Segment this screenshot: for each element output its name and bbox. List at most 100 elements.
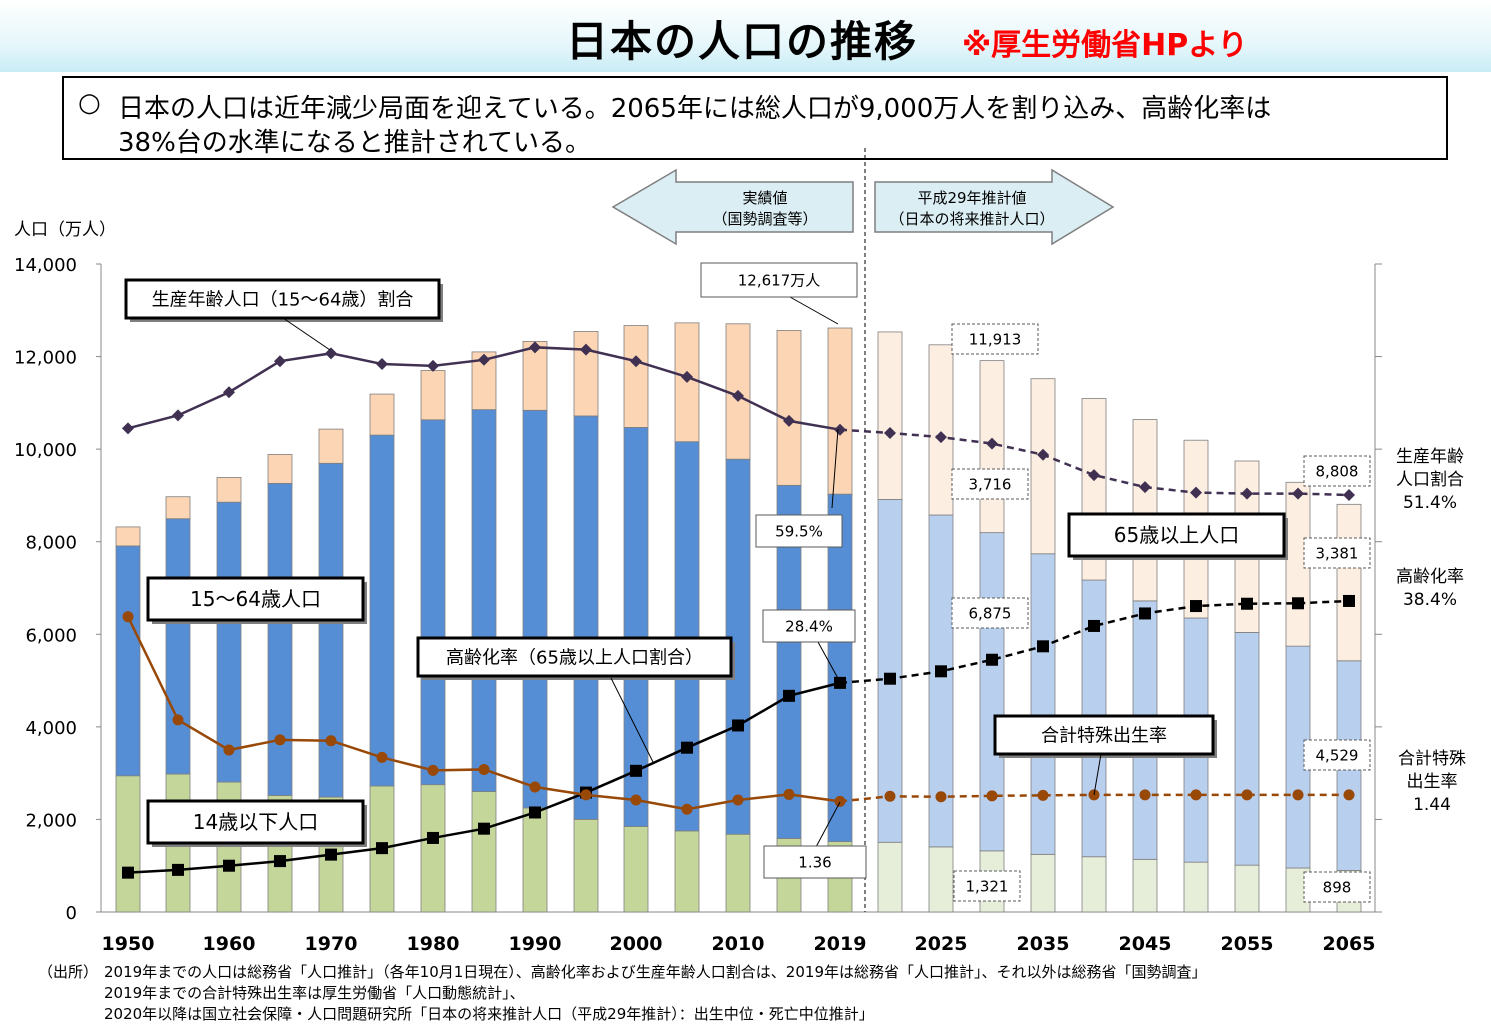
y-tick-label: 0: [66, 903, 77, 924]
callout-total-2030: 11,913: [969, 331, 1022, 349]
marker-working-ratio: [1139, 481, 1151, 494]
marker-aging-rate: [172, 863, 184, 876]
line-aging-rate-projected: [839, 599, 1350, 685]
marker-working-ratio: [376, 357, 388, 370]
label-aging-rate: 高齢化率（65歳以上人口割合）: [446, 647, 703, 668]
marker-aging-rate: [935, 665, 947, 678]
y-tick-label: 14,000: [14, 255, 77, 276]
callout-total-2065: 8,808: [1316, 463, 1359, 481]
summary-bullet: ○: [78, 88, 101, 118]
bar-segment-elderly: [267, 454, 293, 484]
population-chart: 0 2,000 4,000 6,000 8,000 10,000 12,000 14,000 人…: [14, 148, 1466, 955]
bar-segment-elderly: [216, 477, 242, 503]
bar-segment-children: [471, 791, 497, 913]
label-children-population-box: [146, 799, 365, 845]
bar-segment-elderly: [928, 344, 954, 516]
marker-fertility: [1343, 789, 1355, 801]
bar-segment-elderly: [115, 526, 141, 547]
bar-segment-children: [420, 784, 446, 913]
marker-working-ratio: [1241, 487, 1253, 500]
bar-segment-children: [674, 830, 700, 913]
marker-fertility: [478, 763, 490, 775]
line-working-ratio-projected: [839, 428, 1350, 497]
leader-line: [610, 677, 655, 765]
callout-total-2030-box: [951, 323, 1039, 355]
marker-aging-rate: [1037, 640, 1049, 653]
bar-segment-children: [928, 846, 954, 913]
label-working-population-box: [146, 576, 365, 622]
marker-working-ratio: [1292, 487, 1304, 500]
bar-segment-working: [115, 545, 141, 777]
footnote: （出所） 2019年までの人口は総務省「人口推計」（各年10月1日現在）、高齢化率…: [38, 962, 1207, 1025]
title-band: [0, 0, 1491, 72]
right-label-fertility: 出生率: [1407, 772, 1458, 792]
bar-segment-elderly: [165, 496, 191, 520]
x-tick-label: 1950: [102, 933, 155, 955]
right-label-working-ratio: 51.4%: [1403, 493, 1457, 513]
bar-segment-children: [725, 833, 751, 913]
x-tick-label: 1960: [203, 933, 256, 955]
marker-fertility: [783, 788, 795, 800]
marker-fertility: [580, 789, 592, 801]
marker-fertility: [172, 714, 184, 726]
bar-segment-children: [877, 841, 903, 913]
marker-fertility: [681, 803, 693, 815]
marker-working-ratio: [529, 341, 541, 354]
marker-aging-rate: [529, 806, 541, 819]
marker-aging-rate: [630, 764, 642, 777]
arrow-projected: [874, 168, 1115, 246]
callout-fertility-2019: 1.36: [798, 854, 831, 872]
footnote-line-3: 2020年以降は国立社会保障・人口問題研究所「日本の将来推計人口（平成29年推計…: [104, 1005, 874, 1023]
marker-fertility: [223, 744, 235, 756]
marker-working-ratio: [172, 409, 184, 422]
source-note: ※厚生労働省HPより: [962, 28, 1248, 63]
marker-aging-rate: [1343, 594, 1355, 607]
marker-fertility: [935, 791, 947, 803]
marker-working-ratio: [834, 423, 846, 436]
marker-working-ratio: [783, 414, 795, 427]
marker-aging-rate: [681, 741, 693, 754]
x-tick-label: 1970: [305, 933, 358, 955]
summary-box: ○ 日本の人口は近年減少局面を迎えている。2065年には総人口が9,000万人を…: [62, 76, 1448, 160]
bar-segment-working: [471, 409, 497, 792]
marker-working-ratio: [884, 426, 896, 439]
marker-working-ratio: [630, 355, 642, 368]
marker-fertility: [1190, 789, 1202, 801]
summary-text-line2: 38%台の水準になると推計されている。: [118, 128, 592, 158]
callout-elderly-2065-box: [1303, 537, 1371, 569]
marker-aging-rate: [1190, 600, 1202, 613]
x-tick-label: 2045: [1119, 933, 1172, 955]
marker-fertility: [427, 764, 439, 776]
label-elderly-population: 65歳以上人口: [1114, 523, 1239, 547]
marker-working-ratio: [986, 437, 998, 450]
label-aging-rate-box: [416, 636, 733, 678]
callout-fertility-2019-box: [763, 845, 867, 879]
callout-elderly-2030-box: [951, 468, 1029, 500]
bar-segment-children: [522, 807, 548, 913]
y-tick-label: 4,000: [25, 718, 77, 739]
leader-line: [789, 296, 839, 325]
callout-children-2030-box: [953, 870, 1021, 902]
marker-aging-rate: [783, 689, 795, 702]
marker-working-ratio: [478, 353, 490, 366]
label-children-population: 14歳以下人口: [193, 810, 318, 834]
leader-line: [831, 428, 839, 509]
bar-segment-working: [979, 532, 1005, 852]
marker-fertility: [630, 794, 642, 806]
footnote-line-2: 2019年までの合計特殊出生率は厚生労働省「人口動態統計」、: [104, 984, 525, 1002]
marker-fertility: [325, 735, 337, 747]
bar-segment-elderly: [623, 325, 649, 428]
x-tick-label: 1980: [407, 933, 460, 955]
arrow-actual-sublabel: （国勢調査等）: [712, 210, 817, 228]
bar-segment-working: [1030, 553, 1056, 855]
bar-segment-working: [369, 434, 395, 787]
bar-segment-children: [623, 826, 649, 913]
marker-aging-rate: [478, 822, 490, 835]
callout-aging-2019: 28.4%: [785, 618, 833, 636]
y-tick-label: 8,000: [25, 533, 77, 554]
x-tick-label: 2035: [1017, 933, 1070, 955]
marker-working-ratio: [427, 359, 439, 372]
leader-line: [817, 641, 841, 683]
callout-children-2065: 898: [1323, 879, 1352, 897]
callout-working-2030-box: [951, 597, 1029, 629]
